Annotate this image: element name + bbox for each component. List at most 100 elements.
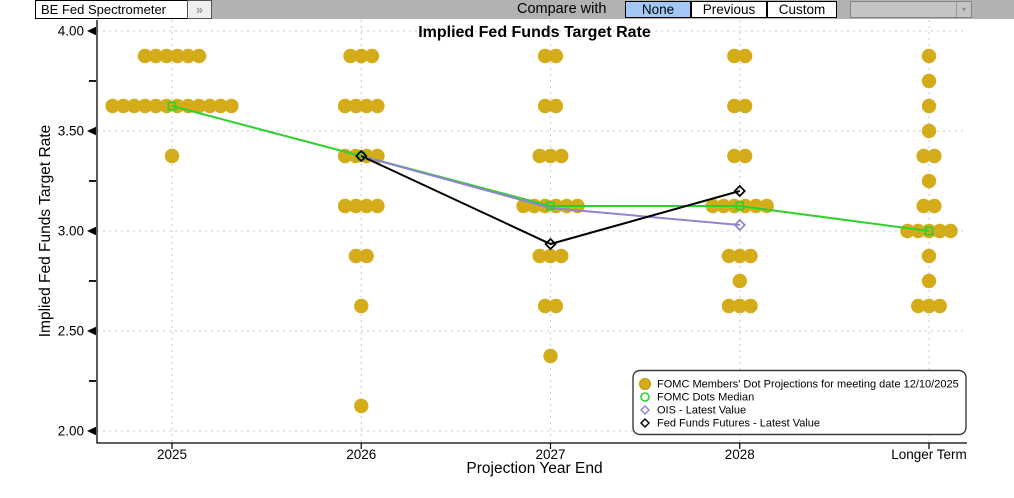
fed-funds-futures-latest-value-marker (355, 149, 368, 163)
ois-latest-value-marker (733, 218, 746, 232)
fomc-dot (554, 148, 569, 164)
fomc-dot (537, 98, 553, 114)
fomc-dots-median-marker (735, 201, 745, 211)
compare-custom-button[interactable]: Custom (767, 1, 837, 18)
fomc-dot (364, 48, 380, 64)
legend-item[interactable]: Fed Funds Futures - Latest Value (640, 418, 820, 430)
fomc-dot (532, 148, 547, 164)
fomc-dot (532, 248, 547, 264)
compare-previous-button[interactable]: Previous (691, 1, 767, 18)
fomc-dot (548, 48, 564, 64)
y-tick-label: 4.00 (58, 24, 84, 39)
fomc-dot (921, 298, 937, 314)
fomc-dot (359, 248, 374, 264)
fomc-dot (732, 298, 747, 314)
y-tick-arrow-icon (87, 326, 96, 336)
legend-item-label: OIS - Latest Value (657, 405, 746, 417)
axis-lines (96, 20, 967, 444)
fomc-dot (921, 73, 937, 89)
y-tick-label: 3.50 (58, 124, 84, 139)
fomc-dot (337, 98, 353, 114)
fomc-dot (732, 273, 747, 289)
fomc-dot (921, 98, 937, 114)
legend-open-circle-icon (640, 392, 650, 402)
y-axis-ticks: 4.00 3.50 3.00 2.50 2.00 (58, 24, 96, 439)
legend: FOMC Members' Dot Projections for meetin… (632, 369, 967, 436)
fomc-dot (354, 48, 369, 64)
legend-item[interactable]: FOMC Members' Dot Projections for meetin… (639, 378, 959, 391)
fomc-dot (548, 298, 564, 314)
expand-chevrons-icon[interactable]: » (187, 0, 212, 19)
fomc-dot (343, 48, 358, 64)
chart-title: Implied Fed Funds Target Rate (418, 24, 651, 41)
fomc-dot (170, 48, 185, 64)
compare-none-button[interactable]: None (625, 1, 691, 18)
x-tick-label: 2026 (346, 447, 376, 462)
y-tick-arrow-icon (87, 26, 96, 36)
x-tick-label: 2025 (157, 447, 187, 462)
fomc-dot (727, 98, 742, 114)
ois-latest-value-line (360, 155, 740, 226)
legend-item-label: FOMC Dots Median (657, 392, 754, 404)
toolbar-corner (0, 0, 35, 19)
fomc-dot (554, 248, 569, 264)
fomc-dot (927, 148, 942, 164)
fed-funds-futures-latest-value-marker (544, 237, 557, 251)
fomc-dot (921, 48, 937, 64)
fomc-dot (148, 98, 163, 114)
legend-item-label: Fed Funds Futures - Latest Value (657, 418, 820, 430)
fomc-dot (191, 98, 207, 114)
fomc-dot (548, 98, 564, 114)
fomc-dot (202, 98, 217, 114)
fomc-dot (743, 298, 758, 314)
compare-with-label: Compare with (517, 1, 607, 17)
fomc-dot (370, 98, 385, 114)
legend-item[interactable]: FOMC Dots Median (640, 392, 754, 404)
fomc-dot (732, 248, 747, 264)
fomc-dot (348, 248, 364, 264)
fomc-dot (116, 98, 131, 114)
x-tick-label: 2028 (725, 447, 755, 462)
fomc-dot (537, 298, 553, 314)
fomc-dot-projections (105, 48, 958, 414)
fomc-dot (354, 298, 369, 314)
fed-funds-futures-latest-value-line (360, 155, 741, 246)
fomc-dot (370, 198, 385, 214)
fomc-dot (721, 248, 737, 264)
fomc-dot (911, 223, 926, 239)
fomc-dot (105, 98, 120, 114)
legend-filled-circle-icon (639, 378, 651, 390)
y-tick-label: 2.50 (58, 324, 84, 339)
fomc-dot (932, 298, 947, 314)
fomc-dot (921, 248, 937, 264)
legend-item[interactable]: OIS - Latest Value (640, 405, 746, 417)
y-axis-title: Implied Fed Funds Target Rate (37, 124, 54, 338)
fomc-dot (137, 48, 153, 64)
source-dropdown-button[interactable]: BE Fed Spectrometer (35, 0, 192, 19)
fomc-dot (543, 248, 558, 264)
fomc-dot (537, 48, 553, 64)
fomc-dot (337, 198, 353, 214)
legend-open-diamond-icon (640, 405, 650, 415)
fomc-dot (916, 198, 931, 214)
fomc-dots-median-marker (167, 101, 177, 111)
fomc-dot (137, 98, 153, 114)
y-tick-label: 2.00 (58, 424, 84, 439)
x-tick-label: 2027 (535, 447, 565, 462)
fomc-dot (359, 98, 374, 114)
y-tick-arrow-icon (87, 126, 96, 136)
fomc-dot (164, 148, 180, 164)
fomc-dots-median-marker (924, 226, 934, 236)
custom-compare-dropdown[interactable]: ▾ (850, 1, 972, 18)
legend-box (632, 369, 967, 436)
fomc-dot (159, 48, 174, 64)
fomc-dot (921, 273, 937, 289)
fomc-dot (743, 248, 758, 264)
fomc-dot (721, 298, 737, 314)
fomc-dots-median-line (171, 105, 930, 232)
y-tick-label: 3.00 (58, 224, 84, 239)
fomc-dot (737, 148, 753, 164)
y-tick-arrow-icon (87, 426, 96, 436)
chevron-down-icon[interactable]: ▾ (956, 2, 971, 17)
